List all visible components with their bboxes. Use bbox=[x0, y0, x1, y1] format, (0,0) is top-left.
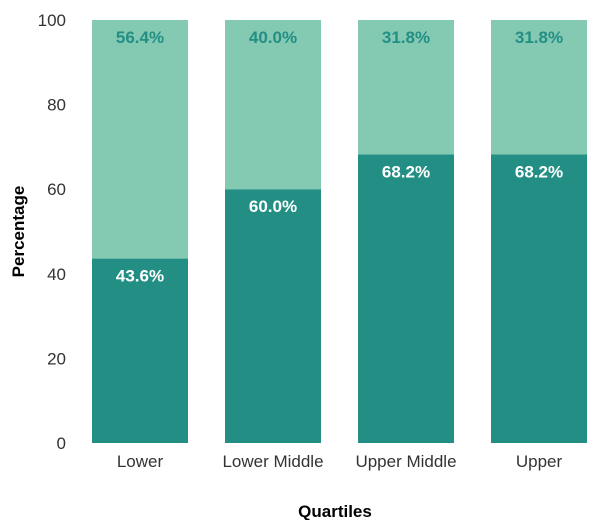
y-tick-label-40: 40 bbox=[47, 265, 66, 284]
data-label-lower-middle-segment-2: 40.0% bbox=[249, 28, 297, 47]
y-tick-label-60: 60 bbox=[47, 180, 66, 199]
x-tick-label-upper-middle: Upper Middle bbox=[355, 452, 456, 471]
bar-lower-segment-1 bbox=[92, 258, 188, 443]
y-axis-title: Percentage bbox=[9, 186, 28, 278]
data-label-lower-segment-1: 43.6% bbox=[116, 267, 164, 286]
bar-upper-middle-segment-1 bbox=[358, 154, 454, 444]
y-axis-ticks: 0 20 40 60 80 100 bbox=[38, 11, 66, 453]
bar-lower-middle-segment-1 bbox=[225, 189, 321, 443]
data-label-upper-segment-1: 68.2% bbox=[515, 163, 563, 182]
data-label-upper-middle-segment-2: 31.8% bbox=[382, 28, 430, 47]
y-tick-label-100: 100 bbox=[38, 11, 66, 30]
bar-upper-segment-1 bbox=[491, 154, 587, 444]
x-tick-label-lower: Lower bbox=[117, 452, 164, 471]
data-label-upper-segment-2: 31.8% bbox=[515, 28, 563, 47]
y-tick-label-0: 0 bbox=[57, 434, 66, 453]
bar-upper-middle-segment-2 bbox=[358, 20, 454, 155]
y-tick-label-20: 20 bbox=[47, 349, 66, 368]
x-tick-label-upper: Upper bbox=[516, 452, 563, 471]
bar-lower-middle-segment-2 bbox=[225, 20, 321, 190]
data-label-lower-middle-segment-1: 60.0% bbox=[249, 197, 297, 216]
x-axis-categories: Lower Lower Middle Upper Middle Upper bbox=[117, 452, 563, 471]
x-tick-label-lower-middle: Lower Middle bbox=[222, 452, 323, 471]
data-label-lower-segment-2: 56.4% bbox=[116, 28, 164, 47]
bar-lower-segment-2 bbox=[92, 20, 188, 259]
data-label-upper-middle-segment-1: 68.2% bbox=[382, 163, 430, 182]
bar-upper-segment-2 bbox=[491, 20, 587, 155]
data-labels-group: 43.6% 56.4% 60.0% 40.0% 68.2% 31.8% 68.2% 31.8% bbox=[116, 28, 563, 286]
bars-group bbox=[92, 20, 587, 444]
y-tick-label-80: 80 bbox=[47, 96, 66, 115]
x-axis-title: Quartiles bbox=[298, 502, 372, 520]
